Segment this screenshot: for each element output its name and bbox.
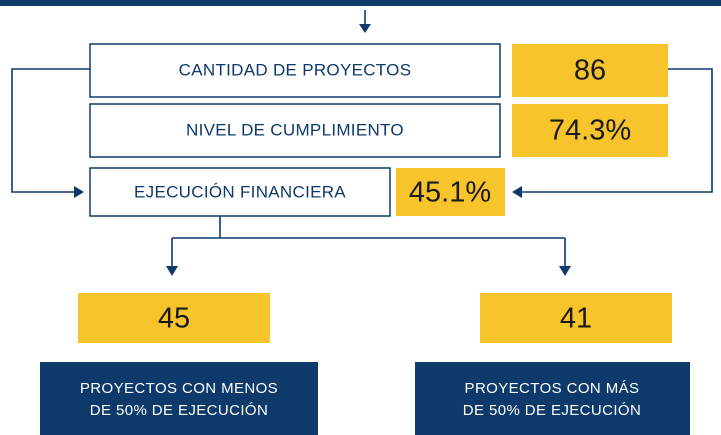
branch-label: PROYECTOS CON MÁS xyxy=(465,380,640,397)
label-box xyxy=(40,362,318,435)
value-box xyxy=(78,293,270,343)
metric-value: 74.3% xyxy=(549,115,631,147)
arrow xyxy=(74,186,84,198)
metric-label: NIVEL DE CUMPLIMIENTO xyxy=(186,120,404,139)
metric-box xyxy=(89,103,501,158)
value-box xyxy=(396,168,505,216)
branch-value: 45 xyxy=(158,303,190,335)
connector xyxy=(11,68,90,193)
top-bar xyxy=(0,0,721,6)
value-box xyxy=(512,104,668,157)
arrow xyxy=(512,186,522,198)
label-box xyxy=(415,362,690,435)
value-box xyxy=(480,293,672,343)
connector xyxy=(171,216,566,268)
arrow xyxy=(559,266,571,276)
metric-label: CANTIDAD DE PROYECTOS xyxy=(179,60,412,79)
metric-box xyxy=(89,43,501,98)
branch-label: DE 50% DE EJECUCIÓN xyxy=(463,402,641,419)
metric-value: 86 xyxy=(574,55,606,87)
value-box xyxy=(512,44,668,97)
branch-label: PROYECTOS CON MENOS xyxy=(80,380,278,397)
arrow xyxy=(166,266,178,276)
branch-value: 41 xyxy=(560,303,592,335)
connector xyxy=(520,68,713,193)
metric-label: EJECUCIÓN FINANCIERA xyxy=(134,182,346,201)
branch-label: DE 50% DE EJECUCIÓN xyxy=(90,402,268,419)
metric-box xyxy=(89,167,391,217)
metric-value: 45.1% xyxy=(409,177,491,209)
arrow xyxy=(359,24,371,33)
